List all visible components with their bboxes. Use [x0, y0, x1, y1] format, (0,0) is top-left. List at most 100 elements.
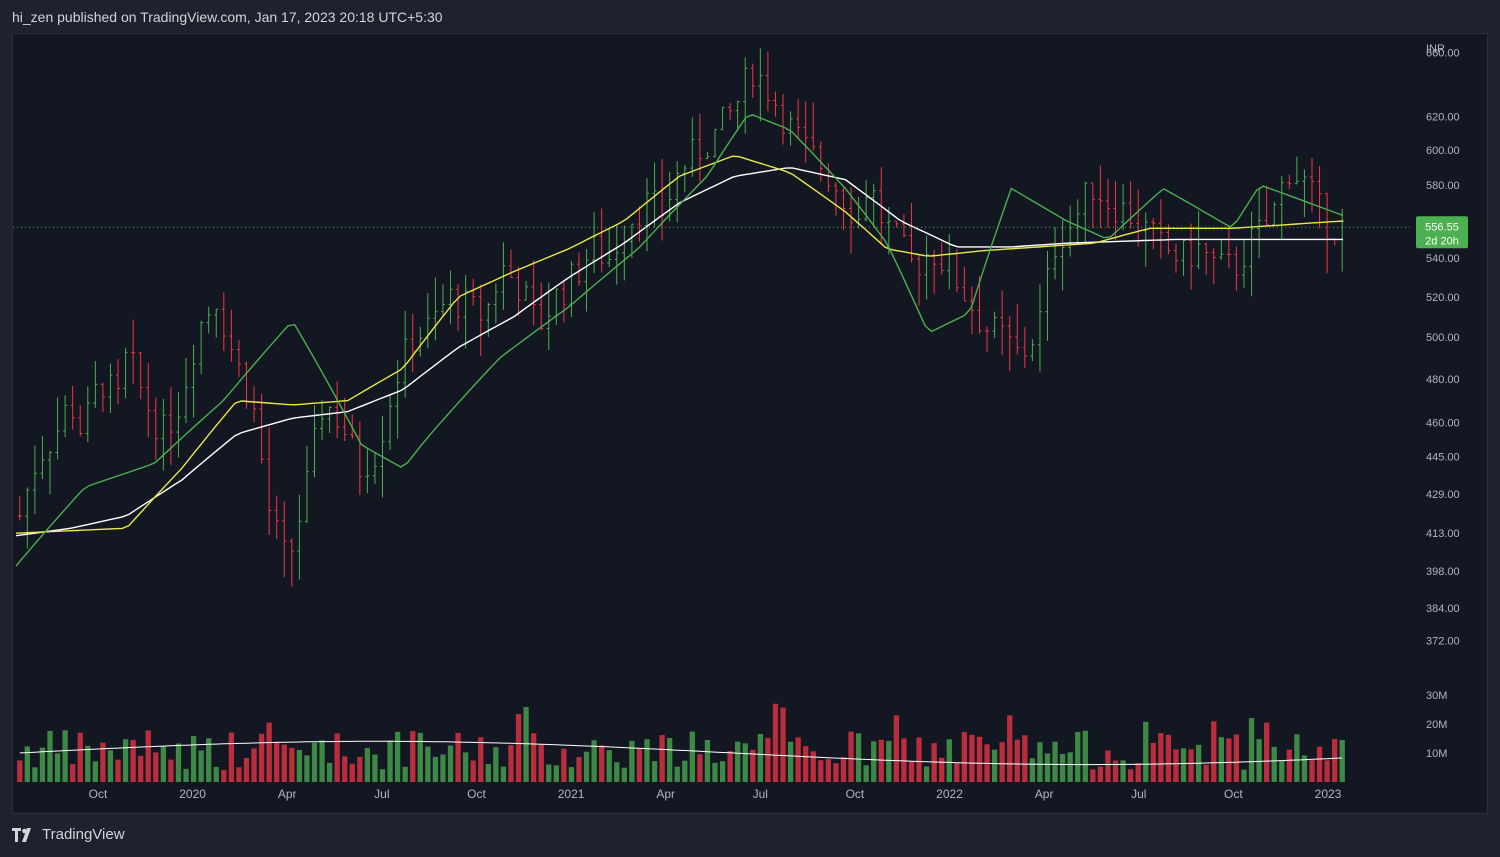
x-tick-label: Jul: [1131, 787, 1146, 801]
volume-bar: [1037, 742, 1043, 782]
ohlc-bar: [1234, 246, 1239, 291]
ohlc-bar: [909, 203, 914, 263]
volume-bar: [1143, 721, 1149, 782]
price-labels: 556.55 2d 20h: [13, 216, 1468, 249]
ohlc-bar: [539, 282, 544, 331]
ohlc-bar: [720, 106, 725, 131]
volume-bar: [1022, 735, 1028, 782]
volume-bar: [530, 733, 537, 782]
ohlc-bar: [131, 319, 136, 385]
volume-bar: [591, 740, 597, 782]
ohlc-bar: [1241, 239, 1246, 288]
volume-bar: [976, 736, 983, 782]
ohlc-bar: [448, 270, 453, 324]
ohlc-bar: [705, 151, 710, 160]
volume-bar: [462, 752, 469, 782]
volume-bar: [206, 738, 212, 782]
ohlc-bar: [236, 340, 241, 377]
volume-bar: [455, 732, 461, 782]
volume-bar: [878, 739, 884, 782]
volume-bar: [855, 733, 862, 782]
volume-bar: [1294, 734, 1300, 782]
volume-bar: [190, 736, 197, 782]
ohlc-bar: [1143, 212, 1148, 267]
volume-bar: [349, 763, 355, 782]
ohlc-bar: [252, 386, 257, 423]
volume-bar: [145, 730, 151, 782]
ohlc-bar: [1113, 181, 1118, 240]
ohlc-bar: [1272, 201, 1277, 226]
ohlc-bar: [735, 100, 740, 132]
ohlc-bar: [682, 164, 687, 193]
ohlc-bar: [1226, 225, 1231, 269]
x-tick-label: Apr: [1035, 787, 1054, 801]
ohlc-bar: [1204, 242, 1209, 275]
volume-bar: [719, 761, 726, 782]
volume-bar: [92, 761, 98, 782]
volume-bar: [1324, 760, 1330, 782]
volume-bar: [735, 741, 741, 782]
volume-bar: [1052, 741, 1058, 782]
ohlc-bar: [1211, 248, 1216, 285]
x-tick-label: Jul: [753, 787, 768, 801]
ma-mid-line: [15, 155, 1344, 534]
volume-bar: [1226, 738, 1232, 782]
chart-pane[interactable]: INR660.00620.00600.00580.00560.00540.005…: [12, 33, 1488, 814]
ohlc-bar: [267, 427, 272, 536]
ohlc-bar: [584, 248, 589, 312]
volume-bar: [893, 715, 900, 782]
ohlc-bar: [1045, 250, 1050, 341]
ohlc-bar: [969, 286, 974, 335]
volume-bar: [908, 761, 915, 782]
ohlc-bar: [161, 399, 166, 471]
volume-bar: [402, 766, 408, 782]
volume-bar: [787, 741, 794, 782]
volume-bar: [576, 757, 582, 782]
ohlc-bar: [153, 397, 158, 460]
ohlc-bar: [1189, 223, 1194, 290]
y-tick-label: 660.00: [1426, 47, 1460, 59]
volume-bar: [991, 749, 998, 782]
ohlc-bar: [418, 326, 423, 357]
volume-bar: [47, 730, 53, 782]
ohlc-bar: [320, 400, 325, 440]
ohlc-bar: [652, 162, 657, 228]
volume-bar: [130, 739, 136, 782]
volume-bar: [818, 760, 824, 782]
y-tick-label: 398.00: [1426, 566, 1460, 578]
volume-bar: [629, 740, 635, 782]
brand-name: TradingView: [42, 826, 125, 843]
volume-bar: [493, 747, 499, 782]
volume-bar: [871, 741, 877, 782]
ohlc-bar: [524, 280, 529, 301]
volume-bar: [326, 762, 333, 782]
price-chart[interactable]: INR660.00620.00600.00580.00560.00540.005…: [13, 34, 1487, 813]
ohlc-bar: [108, 363, 113, 413]
volume-bar: [599, 745, 605, 782]
ohlc-bar: [750, 63, 755, 98]
volume-bar: [772, 703, 779, 782]
volume-bar: [667, 737, 673, 782]
y-tick-label: 429.00: [1426, 489, 1460, 501]
volume-bar: [221, 770, 227, 782]
volume-bar: [160, 746, 167, 782]
ohlc-bar: [1136, 189, 1141, 247]
volume-bar: [394, 731, 401, 782]
ohlc-bar: [123, 347, 128, 399]
ohlc-bar: [607, 228, 612, 267]
volume-bar: [1007, 715, 1013, 782]
ohlc-bar: [463, 275, 468, 349]
ohlc-bar: [440, 284, 445, 317]
ohlc-bar: [788, 111, 793, 146]
volume-bar: [750, 749, 756, 782]
ohlc-bar: [932, 249, 937, 294]
volume-bar: [954, 763, 960, 782]
ohlc-bar: [1075, 199, 1080, 245]
volume-bar: [410, 731, 416, 782]
volume-bar: [17, 760, 23, 782]
x-tick-label: 2020: [179, 787, 206, 801]
ohlc-bar: [803, 101, 808, 163]
ohlc-bar: [576, 252, 581, 286]
ohlc-bar: [811, 102, 816, 151]
volume-bar: [765, 737, 771, 782]
